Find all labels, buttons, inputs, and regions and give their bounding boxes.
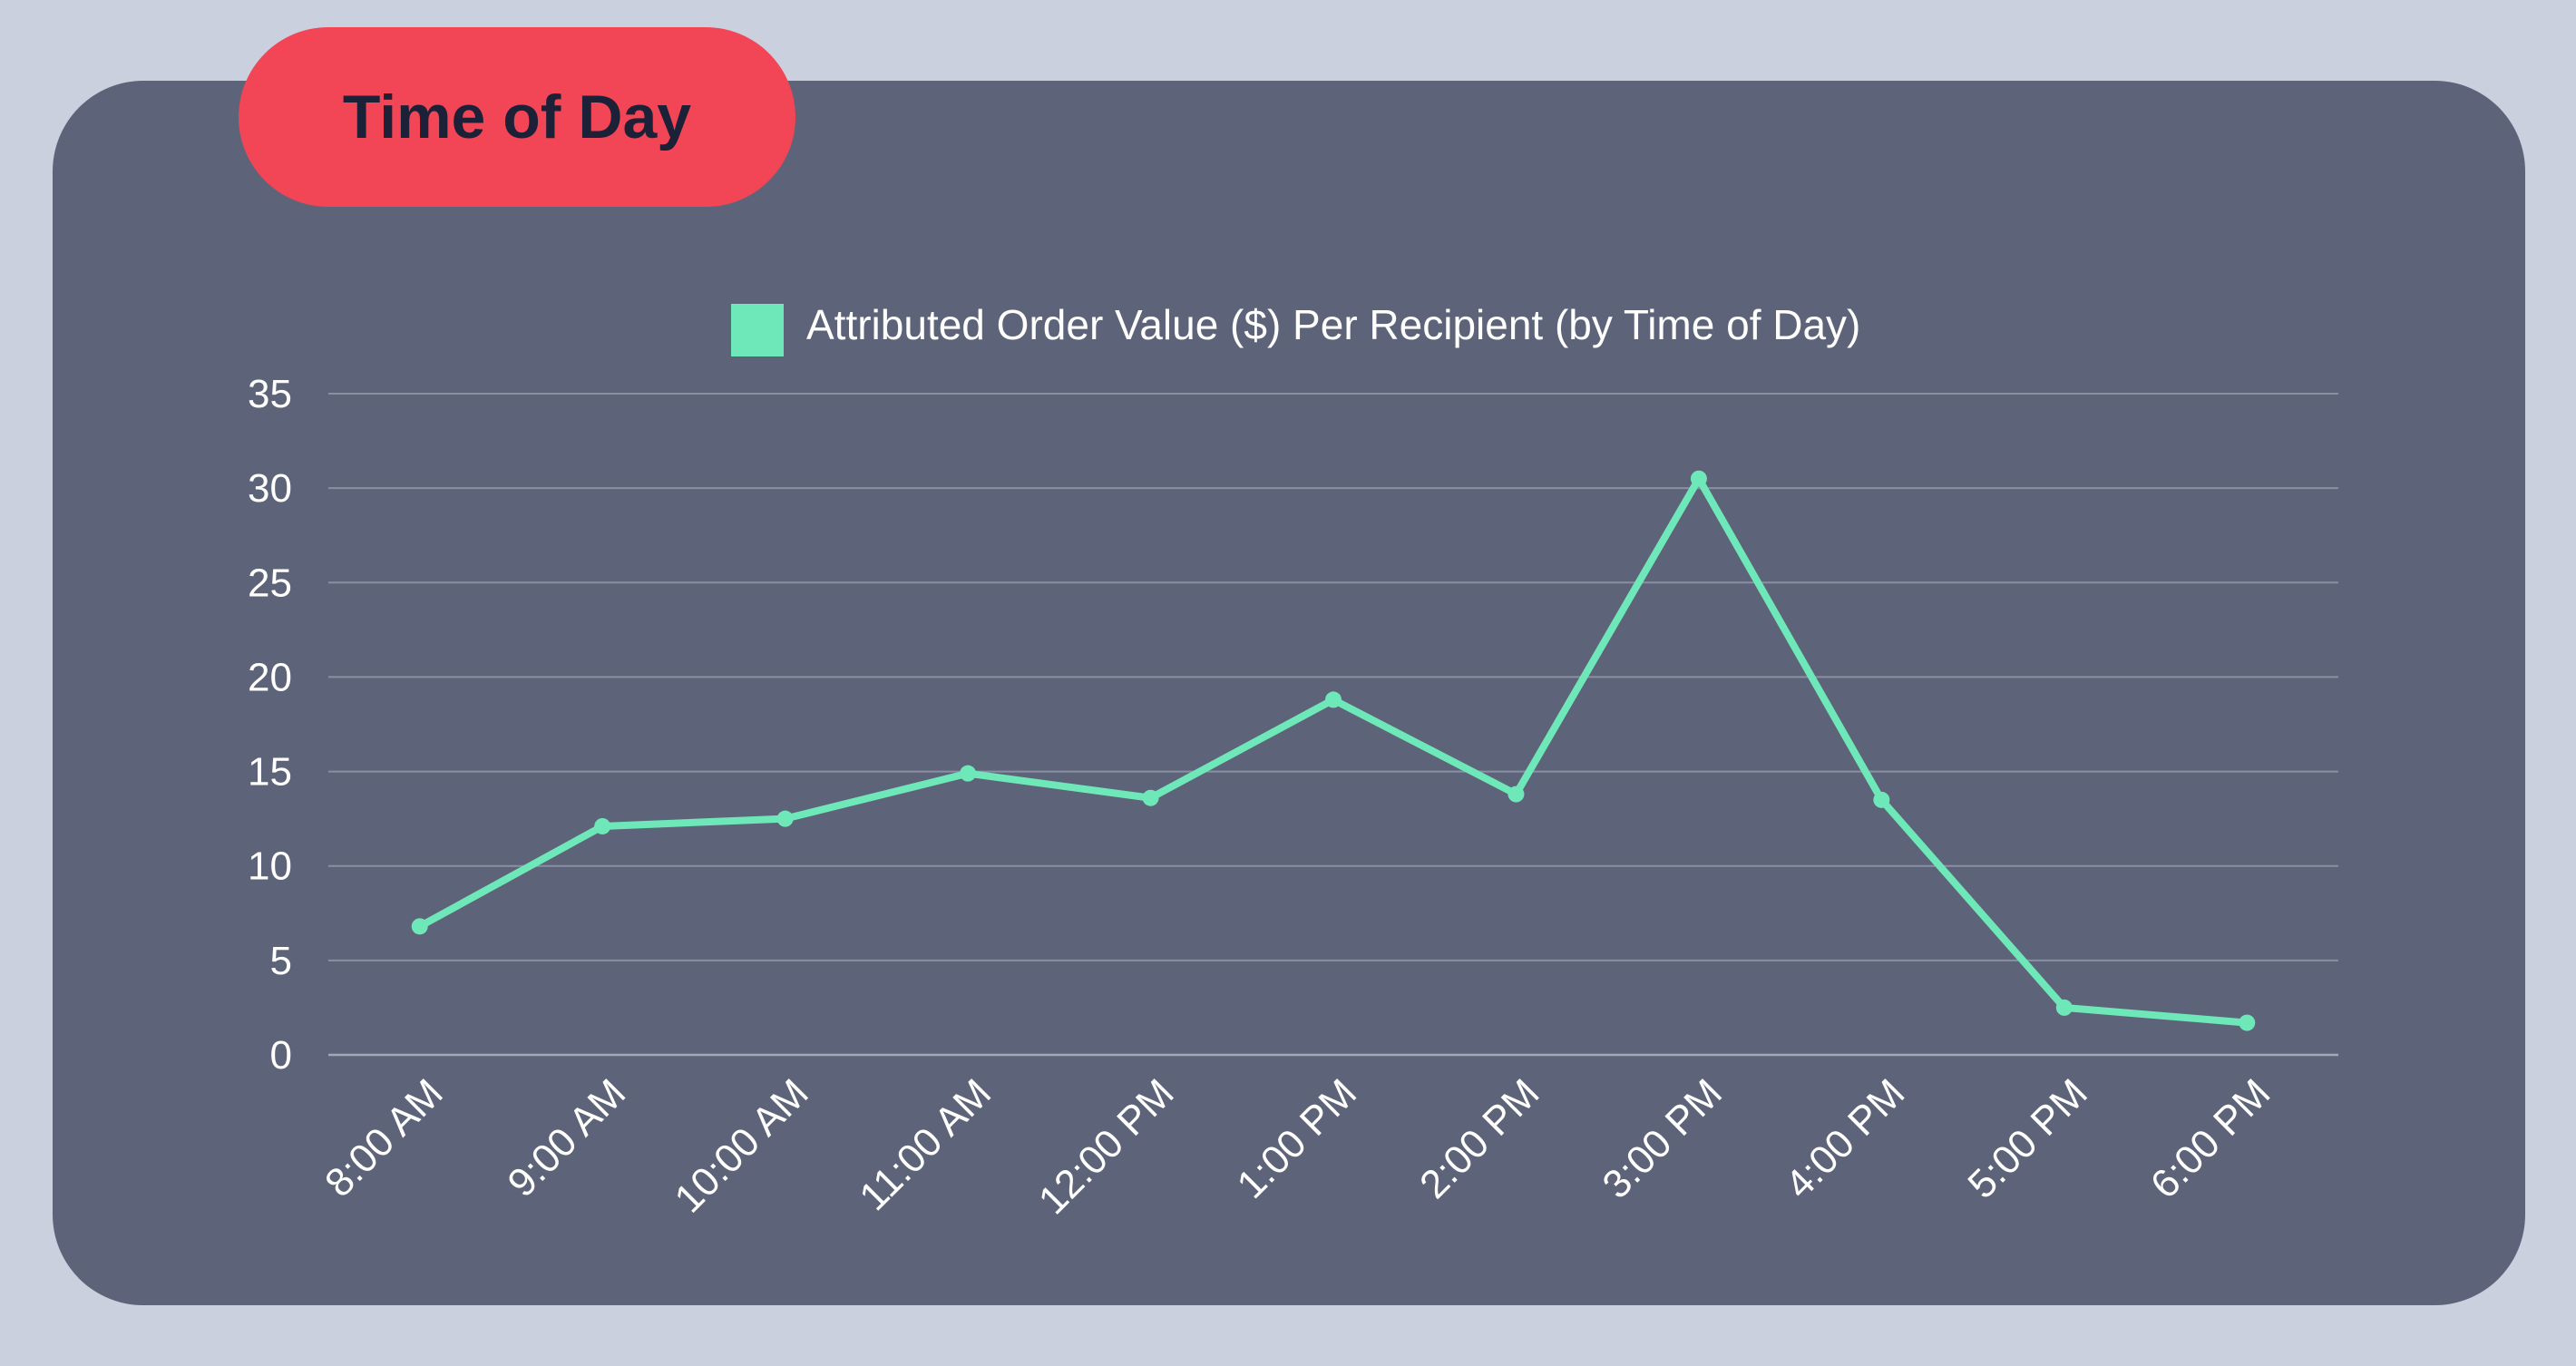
y-axis-ticks: 0 5 10 15 20 25 30 35 [248, 372, 292, 1078]
data-point[interactable] [1142, 789, 1159, 806]
grid-lines [328, 393, 2338, 1057]
y-tick-label: 25 [248, 561, 292, 605]
data-point[interactable] [1873, 791, 1890, 808]
legend-swatch [731, 304, 784, 356]
y-tick-label: 20 [248, 655, 292, 699]
data-point[interactable] [1690, 470, 1707, 487]
y-tick-label: 35 [248, 372, 292, 416]
y-tick-label: 15 [248, 750, 292, 795]
x-tick-label: 6:00 PM [2142, 1070, 2279, 1207]
series-line [415, 474, 2251, 1027]
series-group [411, 470, 2256, 1031]
legend-label: Attributed Order Value ($) Per Recipient… [806, 301, 1860, 348]
page-title: Time of Day [342, 83, 692, 151]
y-tick-label: 10 [248, 844, 292, 889]
data-point[interactable] [2239, 1014, 2256, 1031]
x-tick-label: 9:00 AM [499, 1070, 634, 1205]
x-axis-ticks: 8:00 AM 9:00 AM 10:00 AM 11:00 AM 12:00 PM 1:… [317, 1070, 2278, 1223]
legend[interactable]: Attributed Order Value ($) Per Recipient… [731, 301, 1860, 356]
x-tick-label: 12:00 PM [1030, 1070, 1183, 1223]
chart-card [53, 81, 2525, 1305]
data-point[interactable] [1325, 691, 1342, 708]
y-tick-label: 0 [270, 1033, 292, 1078]
x-tick-label: 1:00 PM [1229, 1070, 1366, 1207]
x-tick-label: 2:00 PM [1411, 1070, 1548, 1207]
data-point[interactable] [960, 765, 977, 782]
x-tick-label: 3:00 PM [1594, 1070, 1731, 1207]
x-tick-label: 11:00 AM [851, 1070, 1000, 1219]
x-tick-label: 10:00 AM [667, 1070, 817, 1221]
y-tick-label: 5 [270, 939, 292, 983]
x-tick-label: 5:00 PM [1959, 1070, 2096, 1207]
data-point[interactable] [594, 817, 611, 834]
title-pill: Time of Day [239, 27, 795, 207]
data-point[interactable] [1508, 785, 1525, 803]
y-tick-label: 30 [248, 466, 292, 511]
data-point[interactable] [411, 918, 428, 935]
x-tick-label: 4:00 PM [1777, 1070, 1914, 1207]
x-tick-label: 8:00 AM [317, 1070, 452, 1205]
data-point[interactable] [2055, 999, 2073, 1016]
data-point[interactable] [776, 810, 794, 827]
